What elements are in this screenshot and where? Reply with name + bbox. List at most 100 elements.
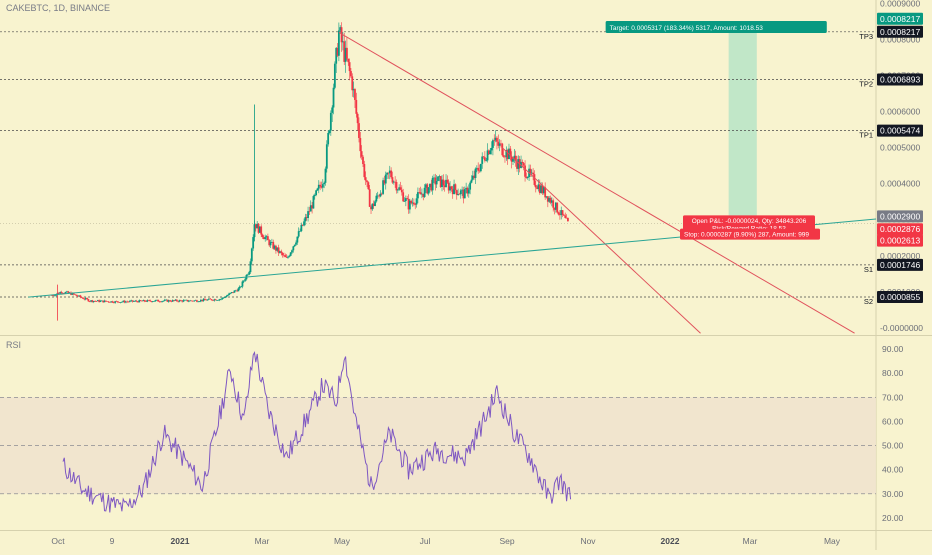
- candle-body: [564, 215, 567, 218]
- candle-body: [376, 195, 379, 197]
- candle-body: [95, 301, 98, 302]
- candle-body: [175, 299, 178, 302]
- candle-body: [161, 301, 163, 302]
- candle-body: [429, 183, 431, 188]
- candle-body: [181, 300, 184, 302]
- candle-body: [90, 300, 92, 302]
- candle-body: [300, 224, 303, 232]
- candle-body: [143, 300, 146, 302]
- price-tick-label: 0.0008000: [880, 35, 920, 45]
- candle-body: [66, 291, 68, 293]
- candle-body: [447, 182, 450, 191]
- rsi-tick-label: 30.00: [882, 489, 904, 499]
- candle-body: [481, 156, 484, 164]
- candle-body: [170, 301, 173, 302]
- price-tick-label: -0.0000000: [880, 323, 923, 333]
- candle-body: [153, 301, 155, 302]
- candle-body: [403, 201, 406, 202]
- candle-body: [210, 299, 213, 301]
- candle-body: [191, 300, 194, 302]
- candle-body: [108, 302, 111, 303]
- candle-body: [99, 300, 102, 302]
- candle-body: [78, 295, 80, 297]
- candle-body: [490, 147, 493, 151]
- candle-body: [149, 300, 151, 302]
- candle-body: [303, 221, 305, 226]
- price-tag-level: [877, 25, 923, 38]
- candle-body: [260, 226, 263, 235]
- candle-body: [331, 107, 334, 113]
- candle-body: [154, 300, 157, 302]
- candle-body: [52, 295, 55, 297]
- candle-body: [355, 99, 358, 114]
- level-label-tp1: TP1: [859, 131, 873, 140]
- candle-body: [248, 272, 251, 275]
- candle-body: [497, 141, 500, 146]
- candle-body: [119, 302, 122, 303]
- candle-body: [194, 300, 197, 301]
- candle-body: [462, 189, 465, 199]
- candle-body: [269, 242, 272, 246]
- candle-body: [209, 298, 212, 300]
- candle-body: [190, 300, 193, 302]
- candle-body: [116, 301, 119, 303]
- candle-body: [498, 143, 501, 146]
- candle-body: [197, 301, 200, 303]
- candle-body: [339, 27, 342, 31]
- candle-body: [182, 300, 185, 302]
- candle-body: [118, 302, 121, 303]
- candle-body: [521, 161, 524, 164]
- candle-body: [133, 301, 135, 302]
- candle-body: [430, 183, 433, 191]
- candle-body: [112, 302, 115, 304]
- candle-body: [224, 297, 226, 298]
- candle-body: [304, 217, 307, 222]
- candle-body: [138, 300, 141, 303]
- candle-body: [419, 192, 422, 195]
- stop-label-box: [680, 228, 820, 240]
- candle-body: [370, 206, 372, 210]
- candle-body: [474, 168, 477, 178]
- candle-body: [561, 210, 564, 215]
- candle-body: [296, 236, 299, 243]
- candle-body: [366, 180, 368, 183]
- candle-body: [291, 250, 293, 253]
- candle-body: [285, 256, 288, 258]
- candle-body: [68, 292, 71, 294]
- candle-body: [171, 300, 174, 302]
- candle-body: [198, 301, 201, 302]
- candle-body: [442, 179, 445, 186]
- candle-body: [479, 163, 482, 172]
- candle-body: [167, 300, 170, 302]
- candle-body: [387, 172, 390, 174]
- candle-body: [169, 300, 172, 302]
- candle-body: [315, 190, 318, 196]
- candle-body: [107, 301, 110, 303]
- candle-body: [400, 189, 403, 193]
- candle-body: [275, 245, 277, 251]
- candle-body: [554, 202, 557, 210]
- candle-body: [185, 299, 188, 301]
- candle-body: [238, 286, 241, 289]
- candle-body: [446, 179, 449, 183]
- candle-body: [240, 286, 243, 288]
- candle-body: [258, 226, 261, 233]
- candle-body: [54, 295, 56, 297]
- candle-body: [335, 47, 338, 64]
- candle-body: [86, 298, 88, 300]
- candle-body: [309, 205, 312, 212]
- candle-body: [522, 163, 525, 166]
- candle-body: [71, 293, 74, 295]
- price-tag-text: 0.0008217: [880, 27, 920, 37]
- candle-body: [406, 198, 409, 200]
- price-tag-level: [877, 124, 923, 137]
- candle-body: [414, 204, 417, 205]
- rsi-tick-label: 60.00: [882, 416, 904, 426]
- candle-body: [457, 194, 459, 195]
- candle-body: [368, 189, 371, 207]
- candle-body: [106, 301, 109, 303]
- candle-body: [510, 156, 513, 162]
- candle-body: [463, 189, 466, 199]
